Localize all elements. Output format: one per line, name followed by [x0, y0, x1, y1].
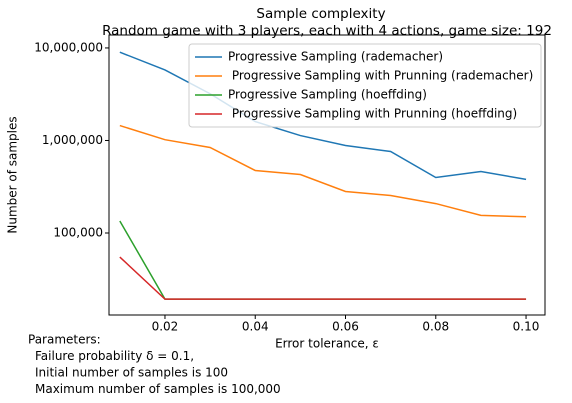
x-axis-label: Error tolerance, ε	[275, 337, 379, 351]
y-tick-label: 1,000,000	[42, 133, 103, 147]
y-axis-label: Number of samples	[6, 116, 20, 233]
series-line	[119, 51, 527, 181]
y-tick-label: 100,000	[53, 226, 103, 240]
legend-label: Progressive Sampling (rademacher)	[228, 50, 443, 64]
series-line	[119, 256, 527, 300]
legend-label: Progressive Sampling with Prunning (hoef…	[228, 107, 517, 121]
legend-label: Progressive Sampling with Prunning (rade…	[228, 69, 533, 83]
plot-frame	[108, 34, 546, 316]
x-tick-label: 0.02	[152, 320, 179, 334]
legend-label: Progressive Sampling (hoeffding)	[228, 88, 427, 102]
x-tick-label: 0.10	[513, 320, 540, 334]
y-tick-label: 10,000,000	[34, 40, 103, 54]
chart-title: Sample complexity	[256, 6, 385, 22]
annotation: Initial number of samples is 100	[35, 366, 228, 380]
x-tick-label: 0.06	[332, 320, 359, 334]
annotation: Failure probability δ = 0.1,	[35, 349, 194, 363]
x-tick-label: 0.08	[422, 320, 449, 334]
legend-box	[188, 43, 542, 128]
annotation: Maximum number of samples is 100,000	[35, 382, 281, 396]
x-tick-label: 0.04	[242, 320, 269, 334]
series-line	[119, 220, 527, 300]
annotation: Parameters:	[28, 333, 101, 347]
series-line	[119, 124, 527, 218]
chart-subtitle: Random game with 3 players, each with 4 …	[102, 23, 552, 39]
